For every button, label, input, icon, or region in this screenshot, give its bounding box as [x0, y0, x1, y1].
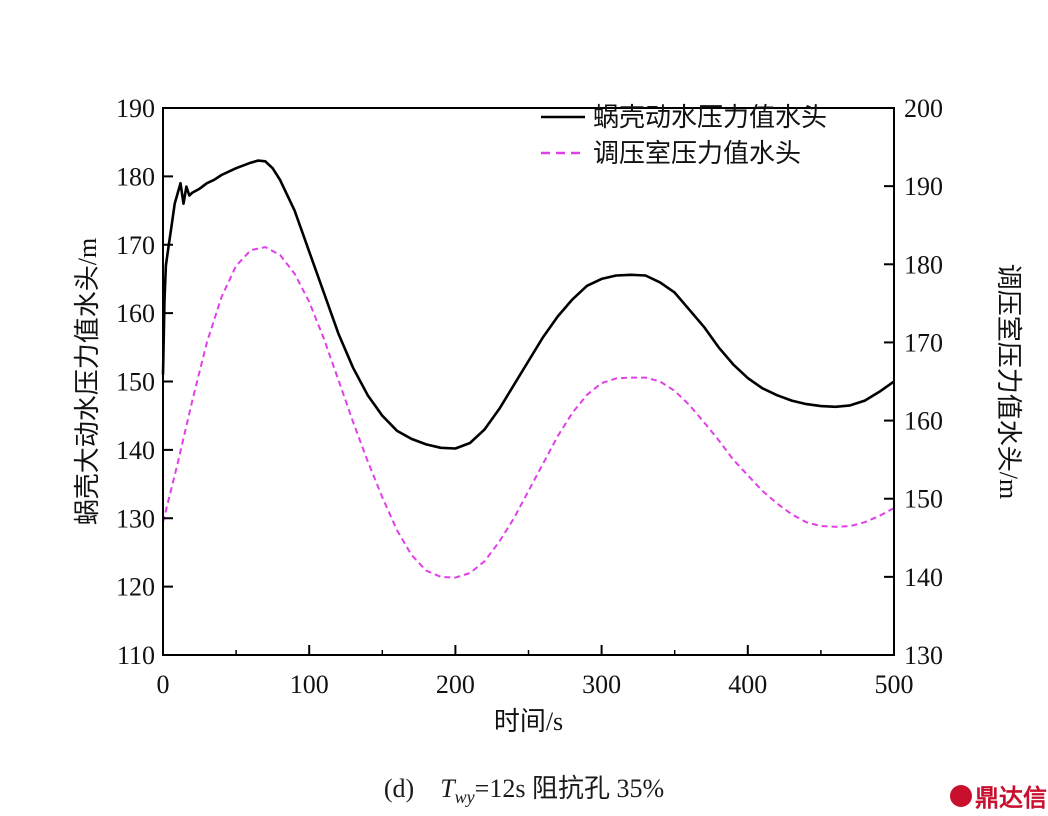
y-left-axis-label: 蜗壳大动水压力值水头/m [73, 238, 102, 525]
x-tick-label: 400 [728, 670, 767, 699]
plot-frame [162, 107, 895, 656]
y-left-tick-label: 140 [116, 436, 155, 465]
legend-label-2: 调压室压力值水头 [593, 139, 801, 168]
y-left-tick-label: 170 [116, 231, 155, 260]
y-left-tick-label: 150 [116, 368, 155, 397]
caption-variable: T [440, 774, 455, 803]
caption-prefix: (d) [383, 774, 415, 803]
watermark-logo: 鼎达信 [950, 778, 1047, 813]
series-line-2 [162, 246, 895, 579]
y-right-tick-label: 190 [904, 172, 943, 201]
y-left-tick-label: 130 [116, 504, 155, 533]
y-right-tick-label: 170 [904, 328, 943, 357]
x-tick-label: 200 [436, 670, 475, 699]
watermark-icon [950, 785, 972, 807]
chart-canvas: 0 100 200 300 400 500 110 120 130 140 150 160 170 180… [73, 94, 1023, 736]
y-right-tick-label: 160 [904, 407, 943, 436]
x-tick-label: 300 [582, 670, 621, 699]
x-tick-label: 500 [875, 670, 914, 699]
y-left-tick-label: 110 [117, 641, 155, 670]
x-tick-label: 0 [157, 670, 170, 699]
caption-rest: =12s 阻抗孔 35% [474, 774, 665, 803]
y-right-tick-label: 140 [904, 563, 943, 592]
y-left-tick-label: 160 [116, 299, 155, 328]
series-line-1 [161, 159, 895, 450]
x-axis-label: 时间/s [494, 707, 563, 736]
y-left-tick-label: 190 [116, 94, 155, 123]
y-left-tick-label: 120 [116, 573, 155, 602]
caption-subscript: wy [454, 787, 475, 808]
y-left-tick-label: 180 [116, 162, 155, 191]
y-right-tick-label: 130 [904, 641, 943, 670]
watermark-text: 鼎达信 [975, 784, 1047, 812]
y-right-tick-label: 200 [904, 94, 943, 123]
y-right-tick-label: 180 [904, 250, 943, 279]
x-tick-label: 100 [290, 670, 329, 699]
y-right-axis-label: 调压室压力值水头/m [994, 264, 1023, 499]
y-right-tick-label: 150 [904, 485, 943, 514]
legend-label-1: 蜗壳动水压力值水头 [593, 103, 827, 132]
figure-caption: (d) Twy=12s 阻抗孔 35% [0, 768, 1048, 808]
